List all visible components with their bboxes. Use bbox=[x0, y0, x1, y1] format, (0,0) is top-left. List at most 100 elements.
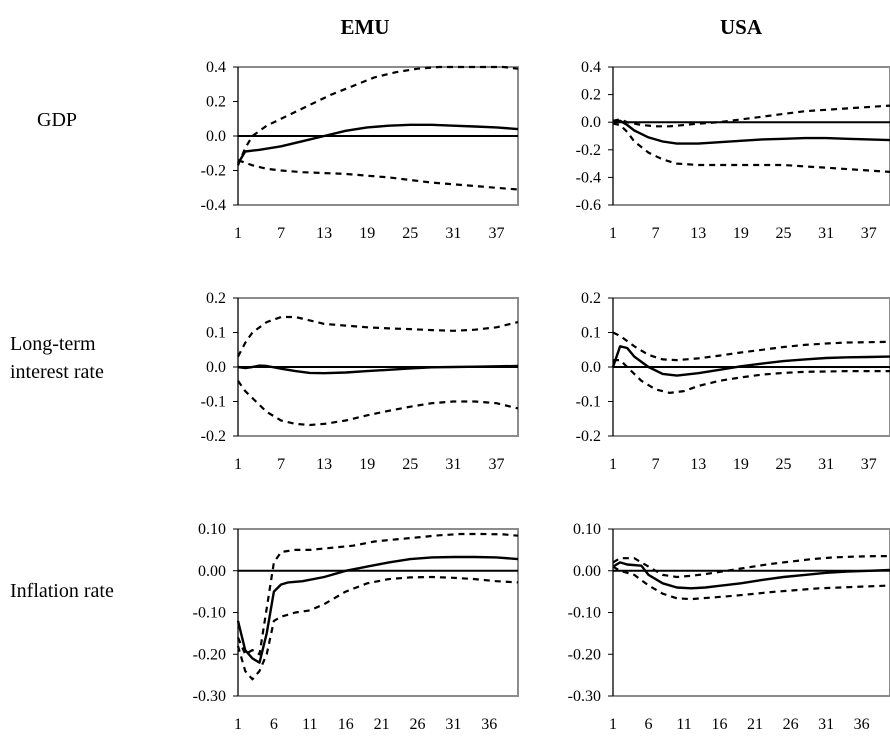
x-tick-label: 25 bbox=[775, 225, 791, 242]
response-line-0 bbox=[612, 561, 890, 590]
confidence-band-line-2 bbox=[613, 359, 890, 394]
x-tick-label: 19 bbox=[359, 456, 375, 473]
x-tick-label: 1 bbox=[609, 225, 617, 242]
y-tick-label: -0.10 bbox=[568, 605, 601, 622]
row-label-long-term-line2: interest rate bbox=[10, 361, 104, 383]
x-tick-label: 7 bbox=[277, 225, 285, 242]
confidence-band-line-1 bbox=[236, 532, 519, 656]
y-tick-label: 0.0 bbox=[206, 359, 226, 376]
x-tick-label: 26 bbox=[783, 716, 799, 733]
y-tick-label: 0.1 bbox=[581, 325, 601, 342]
x-tick-label: 31 bbox=[818, 716, 834, 733]
chart-panel-usa-long-term-interest-rate: 0.2 0.1 0.0 -0.1 -0.2 1 7 13 19 25 31 37 bbox=[576, 290, 890, 473]
row-label-inflation: Inflation rate bbox=[10, 580, 114, 602]
row-label-gdp: GDP bbox=[37, 109, 77, 131]
plot-frame bbox=[238, 528, 519, 697]
x-tick-label: 1 bbox=[234, 456, 242, 473]
y-tick-label: -0.30 bbox=[568, 688, 601, 705]
x-tick-label: 1 bbox=[609, 716, 617, 733]
x-tick-label: 1 bbox=[234, 225, 242, 242]
x-tick-label: 7 bbox=[277, 456, 285, 473]
y-tick-label: 0.2 bbox=[206, 290, 226, 307]
x-tick-label: 37 bbox=[861, 225, 877, 242]
chart-panel-usa-gdp: 0.4 0.2 0.0 -0.2 -0.4 -0.6 1 7 13 19 25 31 37 bbox=[576, 59, 890, 242]
column-title-usa: USA bbox=[720, 15, 763, 39]
y-tick-label: -0.4 bbox=[201, 197, 226, 214]
column-title-emu: EMU bbox=[341, 15, 390, 39]
x-tick-label: 1 bbox=[609, 456, 617, 473]
plot-frame bbox=[613, 297, 890, 437]
response-line-0 bbox=[236, 555, 519, 664]
y-tick-label: -0.2 bbox=[576, 428, 601, 445]
x-tick-label: 13 bbox=[690, 225, 706, 242]
x-tick-label: 13 bbox=[690, 456, 706, 473]
x-tick-label: 7 bbox=[652, 225, 660, 242]
response-line-0 bbox=[611, 345, 890, 377]
x-tick-label: 16 bbox=[338, 716, 354, 733]
x-tick-label: 25 bbox=[402, 225, 418, 242]
y-tick-label: 0.4 bbox=[206, 59, 226, 76]
panels: 0.4 0.2 0.0 -0.2 -0.4 1 7 13 19 25 31 37 0.4 0.2 0.0 -0… bbox=[193, 59, 890, 733]
x-tick-label: 1 bbox=[234, 716, 242, 733]
x-tick-label: 36 bbox=[854, 716, 870, 733]
x-tick-label: 7 bbox=[652, 456, 660, 473]
x-tick-label: 36 bbox=[481, 716, 497, 733]
confidence-band-line-2 bbox=[237, 380, 519, 427]
y-tick-label: -0.6 bbox=[576, 197, 601, 214]
x-tick-label: 37 bbox=[488, 225, 504, 242]
y-tick-label: -0.2 bbox=[576, 142, 601, 159]
y-tick-label: -0.10 bbox=[193, 605, 226, 622]
confidence-band-line-2 bbox=[612, 565, 890, 601]
x-tick-label: 19 bbox=[359, 225, 375, 242]
x-tick-label: 31 bbox=[445, 716, 461, 733]
y-tick-label: -0.2 bbox=[201, 163, 226, 180]
y-tick-label: 0.2 bbox=[581, 87, 601, 104]
y-tick-label: 0.0 bbox=[206, 128, 226, 145]
x-tick-label: 6 bbox=[270, 716, 278, 733]
x-tick-label: 25 bbox=[402, 456, 418, 473]
x-tick-label: 13 bbox=[316, 456, 332, 473]
y-tick-label: -0.30 bbox=[193, 688, 226, 705]
x-tick-label: 26 bbox=[409, 716, 425, 733]
y-tick-label: 0.4 bbox=[581, 59, 601, 76]
y-tick-label: -0.1 bbox=[576, 394, 601, 411]
y-tick-label: 0.10 bbox=[198, 521, 226, 538]
response-line-0 bbox=[236, 123, 519, 165]
y-tick-label: 0.1 bbox=[206, 325, 226, 342]
x-tick-label: 31 bbox=[818, 225, 834, 242]
chart-panel-emu-inflation-rate: 0.100.00-0.10-0.20-0.301 6 11 16 21 26 31 36 bbox=[193, 521, 519, 733]
y-tick-label: -0.20 bbox=[568, 646, 601, 663]
confidence-band-line-1 bbox=[236, 65, 519, 166]
y-tick-label: 0.0 bbox=[581, 359, 601, 376]
y-tick-label: 0.2 bbox=[581, 290, 601, 307]
row-label-long-term-line1: Long-term bbox=[10, 333, 96, 355]
x-tick-label: 31 bbox=[818, 456, 834, 473]
x-tick-label: 13 bbox=[316, 225, 332, 242]
y-tick-label: 0.00 bbox=[198, 563, 226, 580]
y-tick-label: 0.00 bbox=[573, 563, 601, 580]
confidence-band-line-1 bbox=[237, 315, 519, 358]
y-tick-label: -0.1 bbox=[201, 394, 226, 411]
chart-panel-emu-gdp: 0.4 0.2 0.0 -0.2 -0.4 1 7 13 19 25 31 37 bbox=[201, 59, 519, 242]
x-tick-label: 16 bbox=[712, 716, 728, 733]
y-tick-label: 0.10 bbox=[573, 521, 601, 538]
y-tick-label: 0.2 bbox=[206, 94, 226, 111]
plot-frame bbox=[613, 528, 890, 697]
x-tick-label: 6 bbox=[645, 716, 653, 733]
response-line-0 bbox=[612, 119, 890, 145]
confidence-band-line-1 bbox=[612, 104, 890, 128]
confidence-band-line-1 bbox=[612, 555, 890, 579]
x-tick-label: 19 bbox=[733, 225, 749, 242]
x-tick-label: 11 bbox=[302, 716, 317, 733]
chart-panel-usa-inflation-rate: 0.100.00-0.10-0.20-0.301 6 11 16 21 26 31 36 bbox=[568, 521, 890, 733]
x-tick-label: 25 bbox=[775, 456, 791, 473]
x-tick-label: 31 bbox=[445, 456, 461, 473]
y-tick-label: -0.2 bbox=[201, 428, 226, 445]
x-tick-label: 21 bbox=[747, 716, 763, 733]
confidence-band-line-2 bbox=[236, 575, 519, 681]
confidence-band-line-1 bbox=[612, 331, 890, 362]
confidence-band-line-2 bbox=[612, 122, 890, 173]
x-tick-label: 19 bbox=[733, 456, 749, 473]
x-tick-label: 37 bbox=[488, 456, 504, 473]
response-line-0 bbox=[237, 364, 519, 375]
